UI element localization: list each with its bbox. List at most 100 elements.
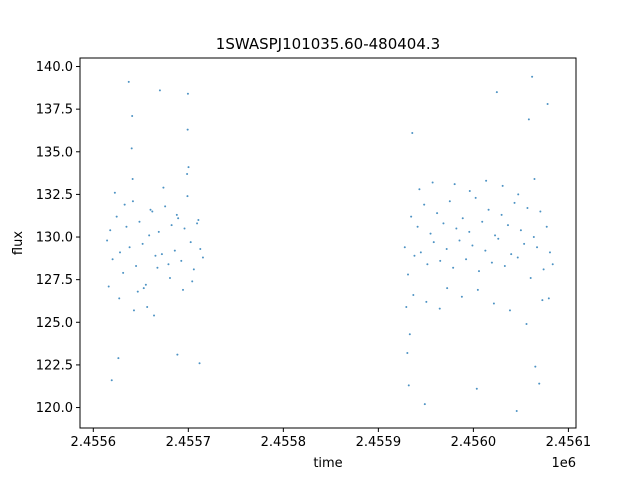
data-point: [164, 205, 167, 208]
data-point: [154, 254, 157, 257]
data-point: [429, 232, 432, 235]
data-point: [135, 265, 138, 268]
data-point: [551, 263, 554, 266]
data-point: [432, 241, 435, 244]
data-point: [510, 253, 513, 256]
y-tick-label: 120.0: [36, 401, 73, 416]
data-point: [513, 201, 516, 204]
data-point: [495, 91, 498, 94]
data-point: [461, 217, 464, 220]
data-point: [418, 188, 421, 191]
data-point: [547, 297, 550, 300]
data-point: [149, 208, 152, 211]
data-point: [519, 229, 522, 232]
data-point: [448, 200, 451, 203]
data-point: [508, 309, 511, 312]
data-point: [406, 351, 409, 354]
data-point: [138, 220, 141, 223]
data-point: [523, 242, 526, 245]
data-point: [527, 118, 530, 121]
data-point: [517, 193, 520, 196]
data-point: [160, 253, 163, 256]
x-tick-label: 2.4558: [261, 435, 307, 450]
data-point: [110, 379, 113, 382]
data-point: [186, 92, 189, 95]
data-point: [542, 268, 545, 271]
data-point: [436, 212, 439, 215]
data-point: [506, 224, 509, 227]
data-point: [175, 213, 178, 216]
data-point: [541, 299, 544, 302]
data-point: [407, 273, 410, 276]
data-point: [548, 251, 551, 254]
data-point: [118, 297, 121, 300]
data-point: [144, 283, 147, 286]
data-point: [131, 178, 134, 181]
data-point: [196, 222, 199, 225]
data-point: [157, 230, 160, 233]
data-point: [484, 249, 487, 252]
data-point: [475, 387, 478, 390]
x-axis-offset-label: 1e6: [551, 456, 576, 471]
plot-frame: [79, 57, 577, 429]
data-point: [468, 230, 471, 233]
x-tick-label: 2.4561: [546, 435, 592, 450]
data-point: [158, 89, 161, 92]
data-point: [167, 263, 170, 266]
data-point: [442, 222, 445, 225]
data-point: [515, 409, 518, 412]
data-point: [445, 247, 448, 250]
y-tick-label: 130.0: [36, 231, 73, 246]
data-point: [525, 322, 528, 325]
data-point: [191, 280, 194, 283]
x-tick-label: 2.4557: [166, 435, 212, 450]
data-point: [162, 186, 165, 189]
data-point: [131, 200, 134, 203]
data-point: [446, 287, 449, 290]
data-point: [122, 271, 125, 274]
data-point: [439, 259, 442, 262]
chart-title: 1SWASPJ101035.60-480404.3: [216, 35, 440, 53]
data-point: [411, 132, 414, 135]
data-point: [151, 210, 154, 213]
data-point: [199, 247, 202, 250]
data-point: [111, 258, 114, 261]
data-point: [182, 288, 184, 291]
data-point: [490, 261, 493, 264]
x-tick-label: 2.4559: [356, 435, 402, 450]
data-point: [128, 246, 131, 249]
data-point: [531, 75, 534, 78]
data-point: [481, 220, 484, 223]
data-point: [197, 218, 200, 221]
data-point: [119, 251, 121, 254]
data-point: [141, 242, 144, 245]
y-tick-label: 122.5: [36, 358, 73, 373]
y-tick-label: 125.0: [36, 316, 73, 331]
data-point: [425, 300, 428, 303]
y-tick-label: 135.0: [36, 145, 73, 160]
data-point: [426, 263, 429, 266]
data-point: [106, 239, 109, 242]
data-point: [180, 259, 183, 262]
data-point: [545, 225, 548, 228]
data-point: [177, 217, 180, 220]
data-point: [516, 256, 519, 259]
data-point: [176, 353, 179, 356]
data-point: [113, 191, 116, 194]
data-point: [453, 183, 456, 186]
x-axis-label: time: [313, 456, 342, 471]
data-point: [170, 224, 173, 227]
data-point: [501, 184, 504, 187]
data-point: [146, 305, 149, 308]
data-point: [423, 403, 426, 406]
y-tick-label: 137.5: [36, 103, 73, 118]
data-point: [431, 181, 434, 184]
y-tick-label: 140.0: [36, 60, 73, 75]
data-point: [468, 190, 471, 192]
data-point: [403, 246, 406, 249]
data-point: [117, 357, 120, 360]
y-axis-ticks: 120.0 122.5 125.0 127.5 130.0 132.5 135.0 137.5…: [36, 60, 80, 416]
data-point: [408, 333, 411, 336]
plot-area: [80, 58, 576, 428]
data-point: [471, 244, 474, 247]
